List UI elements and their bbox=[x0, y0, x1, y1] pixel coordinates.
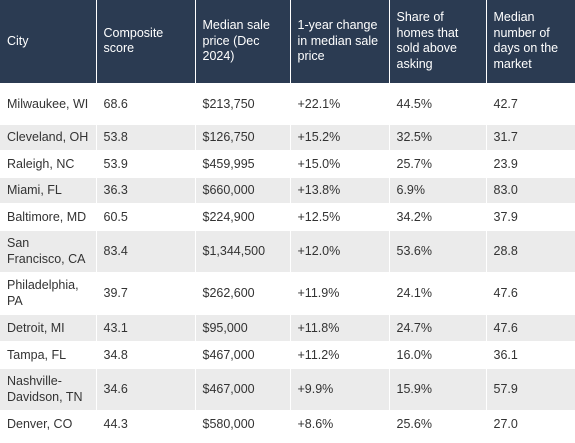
cell-city: Raleigh, NC bbox=[0, 149, 97, 177]
cell-composite-score: 53.9 bbox=[96, 149, 196, 177]
cell-share-above-asking: 15.9% bbox=[389, 367, 487, 410]
table-row: Denver, CO 44.3 $580,000 +8.6% 25.6% 27.… bbox=[0, 409, 575, 437]
cell-share-above-asking: 24.7% bbox=[389, 313, 487, 341]
header-city: City bbox=[0, 0, 97, 83]
cell-share-above-asking: 24.1% bbox=[389, 271, 487, 314]
cell-share-above-asking: 25.7% bbox=[389, 149, 487, 177]
cell-composite-score: 53.8 bbox=[96, 123, 196, 150]
cell-city: Philadelphia, PA bbox=[0, 271, 97, 314]
cell-city: Miami, FL bbox=[0, 176, 97, 203]
cell-share-above-asking: 32.5% bbox=[389, 123, 487, 150]
cell-median-sale-price: $660,000 bbox=[195, 176, 291, 203]
cell-share-above-asking: 44.5% bbox=[389, 82, 487, 124]
cell-composite-score: 68.6 bbox=[96, 82, 196, 124]
cell-median-sale-price: $459,995 bbox=[195, 149, 291, 177]
cell-median-days: 23.9 bbox=[486, 149, 575, 177]
cell-share-above-asking: 34.2% bbox=[389, 202, 487, 230]
cell-median-sale-price: $1,344,500 bbox=[195, 229, 291, 272]
cell-median-sale-price: $95,000 bbox=[195, 313, 291, 341]
cell-composite-score: 36.3 bbox=[96, 176, 196, 203]
cell-median-sale-price: $580,000 bbox=[195, 409, 291, 437]
cell-1-year-change: +15.2% bbox=[290, 123, 390, 150]
table-row: Tampa, FL 34.8 $467,000 +11.2% 16.0% 36.… bbox=[0, 340, 575, 368]
header-median-sale-price: Median sale price (Dec 2024) bbox=[195, 0, 291, 83]
cell-composite-score: 43.1 bbox=[96, 313, 196, 341]
cell-median-days: 83.0 bbox=[486, 176, 575, 203]
cell-median-days: 28.8 bbox=[486, 229, 575, 272]
cell-median-sale-price: $467,000 bbox=[195, 340, 291, 368]
cell-city: Detroit, MI bbox=[0, 313, 97, 341]
cell-median-days: 42.7 bbox=[486, 82, 575, 124]
cell-median-days: 27.0 bbox=[486, 409, 575, 437]
cell-median-days: 47.6 bbox=[486, 313, 575, 341]
cell-city: Tampa, FL bbox=[0, 340, 97, 368]
table-row: Baltimore, MD 60.5 $224,900 +12.5% 34.2%… bbox=[0, 202, 575, 230]
header-composite-score: Composite score bbox=[96, 0, 196, 83]
cell-composite-score: 83.4 bbox=[96, 229, 196, 272]
cell-1-year-change: +8.6% bbox=[290, 409, 390, 437]
cell-median-sale-price: $213,750 bbox=[195, 82, 291, 124]
cell-1-year-change: +11.8% bbox=[290, 313, 390, 341]
cell-median-sale-price: $467,000 bbox=[195, 367, 291, 410]
cell-composite-score: 44.3 bbox=[96, 409, 196, 437]
table-row: Cleveland, OH 53.8 $126,750 +15.2% 32.5%… bbox=[0, 123, 575, 150]
cell-1-year-change: +12.5% bbox=[290, 202, 390, 230]
cell-1-year-change: +11.9% bbox=[290, 271, 390, 314]
cell-composite-score: 34.8 bbox=[96, 340, 196, 368]
cell-median-days: 36.1 bbox=[486, 340, 575, 368]
cell-median-sale-price: $126,750 bbox=[195, 123, 291, 150]
cell-1-year-change: +15.0% bbox=[290, 149, 390, 177]
cell-share-above-asking: 16.0% bbox=[389, 340, 487, 368]
table-row: Philadelphia, PA 39.7 $262,600 +11.9% 24… bbox=[0, 271, 575, 314]
cell-1-year-change: +9.9% bbox=[290, 367, 390, 410]
cell-median-sale-price: $224,900 bbox=[195, 202, 291, 230]
header-share-above-asking: Share of homes that sold above asking bbox=[389, 0, 487, 83]
cell-share-above-asking: 6.9% bbox=[389, 176, 487, 203]
cell-share-above-asking: 53.6% bbox=[389, 229, 487, 272]
table-row: Raleigh, NC 53.9 $459,995 +15.0% 25.7% 2… bbox=[0, 149, 575, 177]
header-median-days-on-market: Median number of days on the market bbox=[493, 10, 559, 71]
table-row: Detroit, MI 43.1 $95,000 +11.8% 24.7% 47… bbox=[0, 313, 575, 341]
cell-median-sale-price: $262,600 bbox=[195, 271, 291, 314]
cell-city: Cleveland, OH bbox=[0, 123, 97, 150]
cell-share-above-asking: 25.6% bbox=[389, 409, 487, 437]
cell-city: Milwaukee, WI bbox=[0, 82, 97, 124]
cell-1-year-change: +12.0% bbox=[290, 229, 390, 272]
table-row: Nashville-Davidson, TN 34.6 $467,000 +9.… bbox=[0, 367, 575, 410]
table-row: Milwaukee, WI 68.6 $213,750 +22.1% 44.5%… bbox=[0, 82, 575, 124]
cell-median-days: 47.6 bbox=[486, 271, 575, 314]
table-row: Miami, FL 36.3 $660,000 +13.8% 6.9% 83.0 bbox=[0, 176, 575, 203]
table-row: San Francisco, CA 83.4 $1,344,500 +12.0%… bbox=[0, 229, 575, 272]
cell-1-year-change: +11.2% bbox=[290, 340, 390, 368]
header-1-year-change: 1-year change in median sale price bbox=[290, 0, 390, 83]
cell-city: San Francisco, CA bbox=[0, 229, 97, 272]
cell-city: Nashville-Davidson, TN bbox=[0, 367, 97, 410]
cell-city: Denver, CO bbox=[0, 409, 97, 437]
cell-city: Baltimore, MD bbox=[0, 202, 97, 230]
table-body: Milwaukee, WI 68.6 $213,750 +22.1% 44.5%… bbox=[0, 82, 575, 437]
cell-composite-score: 34.6 bbox=[96, 367, 196, 410]
cell-median-days: 57.9 bbox=[486, 367, 575, 410]
cell-median-days: 37.9 bbox=[486, 202, 575, 230]
cell-composite-score: 39.7 bbox=[96, 271, 196, 314]
cell-1-year-change: +22.1% bbox=[290, 82, 390, 124]
cell-composite-score: 60.5 bbox=[96, 202, 196, 230]
cell-1-year-change: +13.8% bbox=[290, 176, 390, 203]
cell-median-days: 31.7 bbox=[486, 123, 575, 150]
header-row: City Composite score Median sale price (… bbox=[0, 0, 575, 83]
table-header: City Composite score Median sale price (… bbox=[0, 0, 575, 83]
